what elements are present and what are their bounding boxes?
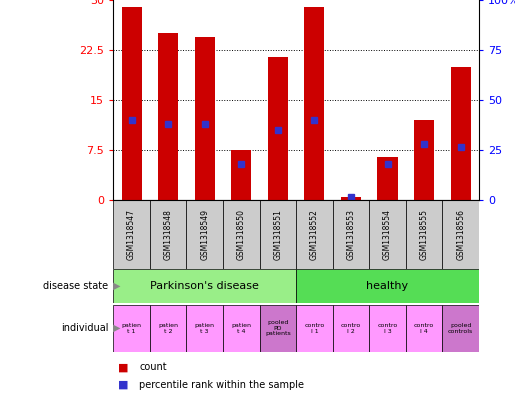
- Text: pooled
PD
patients: pooled PD patients: [265, 320, 290, 336]
- Bar: [296, 269, 479, 303]
- Bar: [231, 150, 251, 200]
- Bar: [369, 200, 406, 269]
- Text: GSM1318551: GSM1318551: [273, 209, 282, 260]
- Text: GSM1318548: GSM1318548: [164, 209, 173, 260]
- Bar: [406, 200, 442, 269]
- Text: pooled
controls: pooled controls: [448, 323, 473, 334]
- Bar: [113, 269, 296, 303]
- Text: GSM1318554: GSM1318554: [383, 209, 392, 260]
- Text: count: count: [139, 362, 167, 373]
- Text: healthy: healthy: [367, 281, 408, 291]
- Text: ▶: ▶: [113, 323, 121, 333]
- Bar: [414, 120, 434, 200]
- Text: GSM1318552: GSM1318552: [310, 209, 319, 260]
- Bar: [377, 157, 398, 200]
- Bar: [451, 67, 471, 200]
- Text: contro
l 1: contro l 1: [304, 323, 324, 334]
- Text: patien
t 2: patien t 2: [158, 323, 178, 334]
- Text: disease state: disease state: [43, 281, 108, 291]
- Bar: [158, 33, 178, 200]
- Bar: [304, 7, 324, 200]
- Text: GSM1318550: GSM1318550: [237, 209, 246, 260]
- Bar: [122, 7, 142, 200]
- Text: individual: individual: [61, 323, 108, 333]
- Bar: [223, 200, 260, 269]
- Bar: [113, 200, 150, 269]
- Bar: [186, 200, 223, 269]
- Text: GSM1318555: GSM1318555: [420, 209, 428, 260]
- Text: GSM1318556: GSM1318556: [456, 209, 465, 260]
- Bar: [113, 305, 150, 352]
- Text: Parkinson's disease: Parkinson's disease: [150, 281, 259, 291]
- Bar: [195, 37, 215, 200]
- Text: patien
t 4: patien t 4: [231, 323, 251, 334]
- Text: contro
l 4: contro l 4: [414, 323, 434, 334]
- Bar: [333, 200, 369, 269]
- Text: GSM1318549: GSM1318549: [200, 209, 209, 260]
- Text: contro
l 2: contro l 2: [341, 323, 361, 334]
- Bar: [442, 200, 479, 269]
- Bar: [260, 305, 296, 352]
- Text: contro
l 3: contro l 3: [377, 323, 398, 334]
- Bar: [369, 305, 406, 352]
- Bar: [333, 305, 369, 352]
- Text: GSM1318547: GSM1318547: [127, 209, 136, 260]
- Text: ▶: ▶: [113, 281, 121, 291]
- Bar: [260, 200, 296, 269]
- Text: GSM1318553: GSM1318553: [347, 209, 355, 260]
- Bar: [150, 305, 186, 352]
- Bar: [341, 197, 361, 200]
- Bar: [296, 200, 333, 269]
- Text: ■: ■: [118, 362, 129, 373]
- Bar: [223, 305, 260, 352]
- Text: percentile rank within the sample: percentile rank within the sample: [139, 380, 304, 390]
- Text: patien
t 1: patien t 1: [122, 323, 142, 334]
- Bar: [296, 305, 333, 352]
- Bar: [406, 305, 442, 352]
- Bar: [442, 305, 479, 352]
- Bar: [186, 305, 223, 352]
- Bar: [150, 200, 186, 269]
- Text: patien
t 3: patien t 3: [195, 323, 215, 334]
- Bar: [268, 57, 288, 200]
- Text: ■: ■: [118, 380, 129, 390]
